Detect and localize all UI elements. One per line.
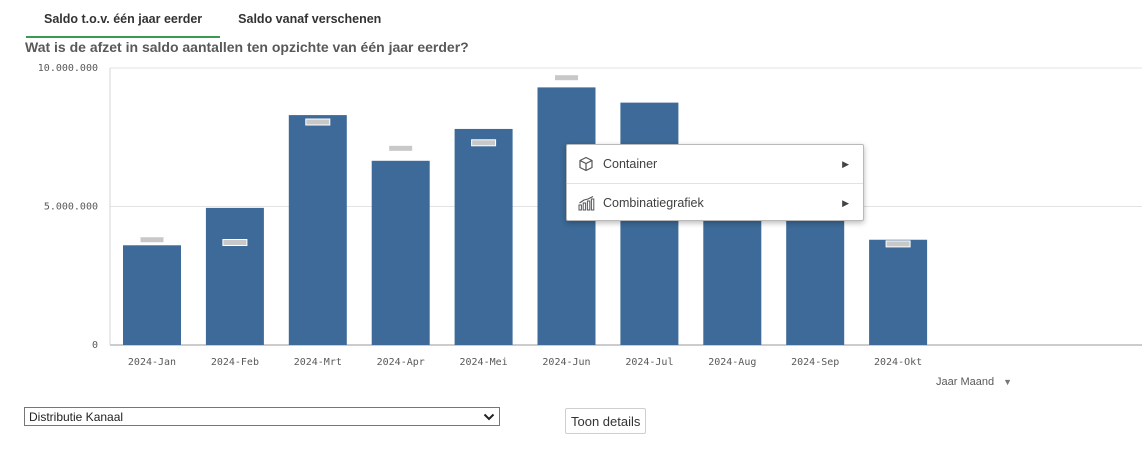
dimension-label: Jaar Maand [936,376,995,388]
y-tick-label: 5.000.000 [44,202,98,213]
x-tick-label: 2024-Mrt [294,357,342,368]
bar [786,200,845,345]
caret-down-icon: ▼ [1003,377,1013,387]
chevron-right-icon: ▶ [842,197,849,208]
x-tick-label: 2024-Sep [791,357,839,368]
comparison-marker [885,240,911,248]
menu-item-combinatiegrafiek[interactable]: Combinatiegrafiek ▶ [567,183,863,222]
select-value: Distributie Kanaal [29,409,124,424]
bar [205,207,264,345]
chevron-down-icon [483,411,495,423]
menu-item-label: Container [603,157,658,171]
comparison-marker [471,139,497,147]
bar [454,128,513,345]
bar [288,115,347,345]
tab-saldo-vanaf-verschenen[interactable]: Saldo vanaf verschenen [238,12,382,26]
bar [869,239,928,345]
x-tick-label: 2024-Apr [377,357,425,368]
x-tick-label: 2024-Okt [874,357,922,368]
toon-details-button[interactable]: Toon details [565,408,647,434]
tab-bar: Saldo t.o.v. één jaar eerder Saldo vanaf… [26,6,399,38]
menu-item-container[interactable]: Container ▶ [567,145,863,183]
y-tick-label: 0 [92,340,98,351]
context-menu: Container ▶ Combinatiegrafiek ▶ [566,144,864,221]
x-tick-label: 2024-Aug [708,357,756,368]
x-tick-label: 2024-Mei [460,357,508,368]
combo-chart-icon [577,194,595,212]
comparison-marker [554,74,579,82]
comparison-marker [139,236,165,244]
menu-item-label: Combinatiegrafiek [603,196,704,210]
bar [703,198,762,345]
chart-question-title: Wat is de afzet in saldo aantallen ten o… [25,39,469,55]
x-tick-label: 2024-Jan [128,357,176,368]
bar [123,245,181,345]
x-tick-label: 2024-Jul [625,357,673,368]
dimension-selector[interactable]: Jaar Maand ▼ [936,376,1012,388]
comparison-marker [222,239,248,247]
tab-saldo-jaar-eerder[interactable]: Saldo t.o.v. één jaar eerder [26,6,221,38]
x-tick-label: 2024-Jun [542,357,590,368]
y-tick-label: 10.000.000 [38,63,98,74]
comparison-marker [305,118,331,126]
bar-chart[interactable]: 0 5.000.000 10.000.000 2024-Jan 2024-Feb 2024… [0,0,1142,400]
cube-icon [577,155,595,173]
x-tick-label: 2024-Feb [211,357,259,368]
comparison-marker [388,144,414,152]
bar [371,160,430,345]
chevron-right-icon: ▶ [842,158,849,169]
bar [620,102,679,345]
distributie-kanaal-select[interactable]: Distributie Kanaal [24,407,500,426]
